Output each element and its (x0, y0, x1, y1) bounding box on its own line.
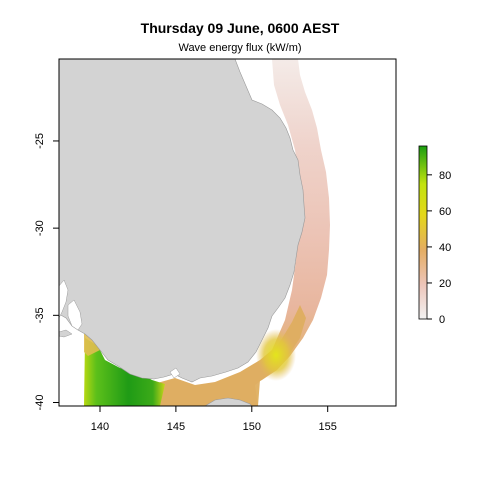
x-tick-label: 150 (243, 421, 261, 433)
port-phillip-bay (169, 367, 181, 379)
x-tick-label: 145 (167, 421, 185, 433)
colorbar-tick-label: 60 (439, 206, 451, 218)
colorbar-tick-label: 40 (439, 242, 451, 254)
y-tick-label: -25 (34, 133, 46, 149)
wave-energy-hotspot (256, 329, 296, 381)
x-tick-label: 140 (91, 421, 109, 433)
y-tick-label: -35 (34, 307, 46, 323)
map-subtitle: Wave energy flux (kW/m) (178, 42, 302, 54)
colorbar-tick-label: 0 (439, 314, 445, 326)
x-axis: 140 145 150 155 (91, 405, 337, 433)
map-title: Thursday 09 June, 0600 AEST (140, 20, 340, 36)
colorbar-tick-label: 80 (439, 170, 451, 182)
colorbar-axis: 0 20 40 60 80 (427, 170, 451, 326)
gulf-st-vincent-water (67, 299, 83, 331)
y-tick-label: -40 (34, 395, 46, 411)
y-axis: -25 -30 -35 -40 (34, 133, 60, 411)
map-plot-area (59, 59, 330, 406)
bass-strait-wave-field (84, 338, 165, 406)
spencer-gulf-water (59, 279, 69, 319)
east-coast-wave-field (170, 59, 330, 406)
y-tick-label: -30 (34, 220, 46, 236)
colorbar-tick-label: 20 (439, 278, 451, 290)
kangaroo-coast-water-right (59, 338, 84, 406)
australia-land (59, 59, 306, 383)
colorbar-gradient (418, 145, 428, 320)
tasmania-north (204, 397, 253, 406)
kangaroo-island (59, 329, 73, 338)
x-tick-label: 155 (319, 421, 337, 433)
